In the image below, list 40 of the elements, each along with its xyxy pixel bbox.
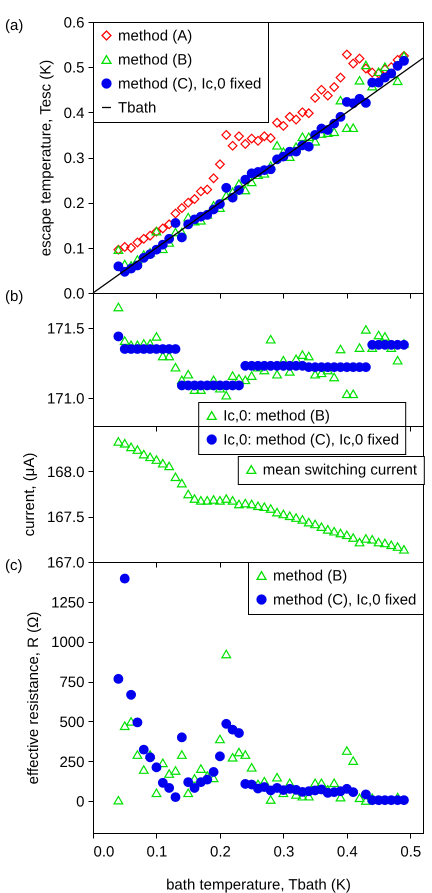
text: (b) xyxy=(5,288,24,305)
y-tick-label: 750 xyxy=(59,674,84,692)
x-tick-label: 0.1 xyxy=(146,844,168,860)
y-tick-label: 171.5 xyxy=(46,320,84,338)
y-tick-label: 171.0 xyxy=(46,390,84,408)
y-tick-label: 0.4 xyxy=(64,104,84,122)
y-tick-label: 500 xyxy=(59,714,84,731)
y-tick-label: 0 xyxy=(76,794,84,811)
legend-label: method (C), Ic,0 fixed xyxy=(273,592,416,608)
y-tick-label: 167.0 xyxy=(46,554,84,572)
x-tick-label: 0.0 xyxy=(94,844,114,860)
y-tick-label: 1000 xyxy=(51,634,84,652)
y-tick-label: 0.6 xyxy=(64,14,84,32)
y-tick-label: 167.5 xyxy=(46,509,84,526)
legend-label: mean switching current xyxy=(262,462,418,478)
legend-label: method (B) xyxy=(273,568,348,584)
y-tick-label: 0.1 xyxy=(64,240,84,258)
y-tick-label: 1250 xyxy=(51,594,84,612)
y-axis-title: current, (μA) xyxy=(20,452,38,536)
x-tick-label: 0.3 xyxy=(273,844,294,860)
y-axis-title: effective resistance, R (Ω) xyxy=(25,612,42,784)
legend-label: method (A) xyxy=(118,28,192,44)
x-tick-label: 0.4 xyxy=(336,844,358,860)
y-tick-label: 0.3 xyxy=(64,150,84,167)
legend-label: method (B) xyxy=(118,52,192,68)
legend-label: Ic,0: method (B) xyxy=(223,408,330,424)
legend-label: Tbath xyxy=(118,100,156,116)
x-tick-label: 0.2 xyxy=(210,844,231,860)
y-axis-title: escape temperature, Tesc (K) xyxy=(38,60,55,256)
y-tick-label: 168.0 xyxy=(46,464,84,481)
x-tick-label: 0.5 xyxy=(400,844,422,860)
y-tick-label: 0.5 xyxy=(64,60,84,77)
y-tick-label: 0.0 xyxy=(64,286,84,302)
legend-label: method (C), Ic,0 fixed xyxy=(118,76,262,92)
y-tick-label: 0.2 xyxy=(64,195,84,212)
legend-label: Ic,0: method (C), Ic,0 fixed xyxy=(223,432,400,448)
x-axis-title: bath temperature, Tbath (K) xyxy=(166,876,351,893)
text: (c) xyxy=(5,557,22,574)
text: (a) xyxy=(5,17,24,34)
y-tick-label: 250 xyxy=(59,754,84,771)
